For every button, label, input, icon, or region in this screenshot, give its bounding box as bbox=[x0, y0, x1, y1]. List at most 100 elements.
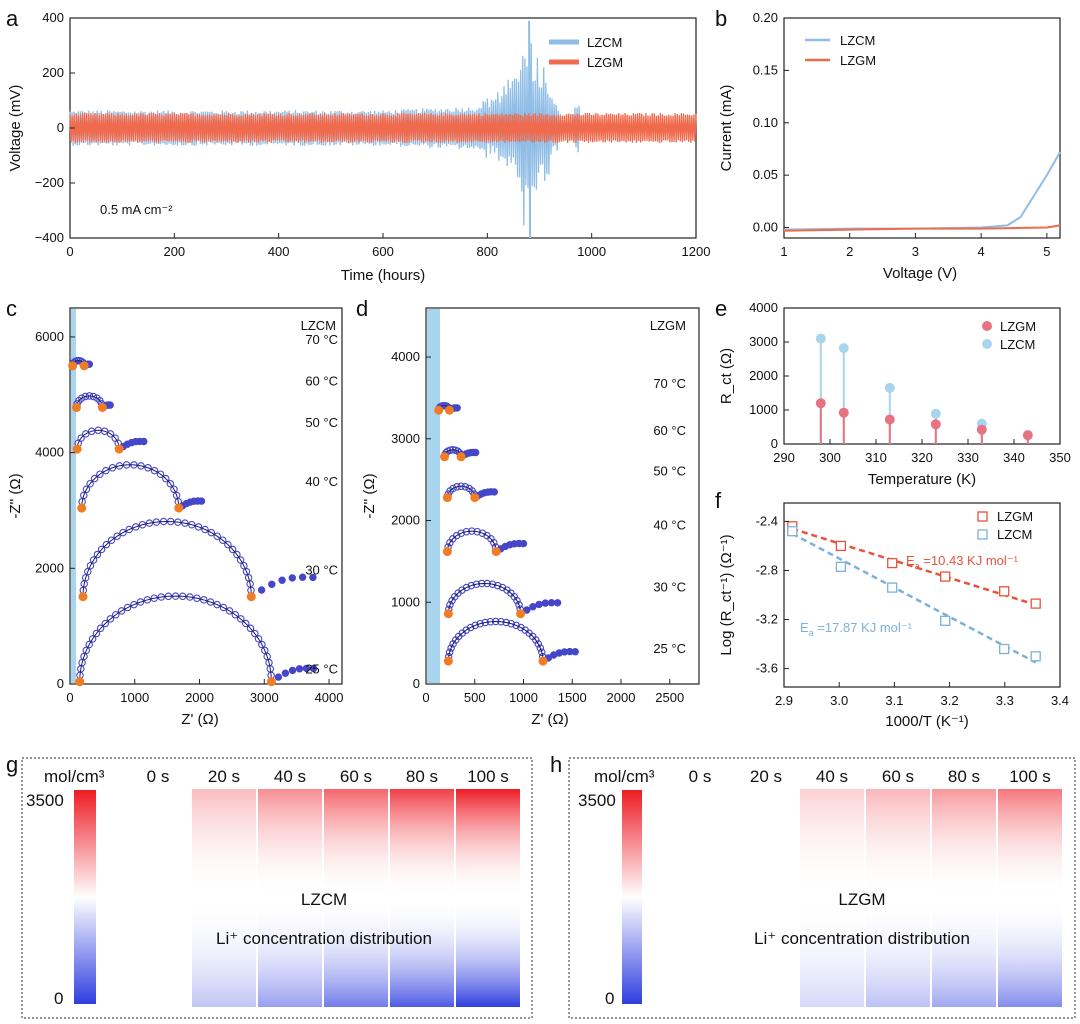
panel-c-data-point bbox=[193, 594, 201, 602]
panel-d-ytick-label: 1000 bbox=[391, 594, 420, 609]
panel-d-end-marker bbox=[516, 609, 526, 619]
panel-b-ylabel: Current (mA) bbox=[718, 85, 735, 172]
panel-label-f: f bbox=[715, 488, 722, 513]
panel-d-data-point bbox=[513, 596, 521, 605]
panel-d-data-point bbox=[462, 583, 471, 592]
panel-d-tail-point bbox=[553, 599, 562, 607]
panel-d-spectrum: 25 °C bbox=[443, 617, 686, 666]
panel-c-fit-line bbox=[76, 429, 120, 450]
panel-h-color-scale bbox=[622, 790, 642, 1004]
panel-c-data-point bbox=[97, 545, 106, 554]
panel-c-spectrum: 40 °C bbox=[77, 461, 338, 513]
panel-c-xtick-label: 2000 bbox=[185, 690, 214, 705]
panel-d-xtick-label: 1500 bbox=[558, 690, 587, 705]
panel-c-data-point bbox=[96, 624, 105, 633]
panel-c-data-point bbox=[246, 624, 255, 633]
panel-c-electrolyte-strip bbox=[71, 309, 76, 683]
panel-c-temperature-label: 25 °C bbox=[305, 662, 338, 677]
panel-c-spectrum: 70 °C bbox=[68, 332, 338, 371]
panel-c-data-point bbox=[228, 545, 237, 554]
panel-c-xtick-label: 3000 bbox=[250, 690, 279, 705]
panel-c-start-marker bbox=[72, 403, 81, 412]
panel-c-spectrum: 30 °C bbox=[78, 517, 338, 602]
panel-d-data-point bbox=[512, 621, 520, 630]
panel-e-point-lzcm bbox=[838, 343, 849, 354]
panel-h-border bbox=[568, 757, 1076, 1019]
panel-c-temperature-label: 40 °C bbox=[305, 474, 338, 489]
panel-f-xtick-label: 3.4 bbox=[1051, 693, 1069, 708]
panel-c-data-point bbox=[96, 470, 104, 478]
panel-c-tail-point bbox=[274, 673, 283, 681]
panel-d-ytick-label: 3000 bbox=[391, 431, 420, 446]
panel-h-time-label: 0 s bbox=[689, 767, 712, 786]
panel-c-plot-area: 70 °C 60 °C 50 °C 40 °C 30 °C 25 °C bbox=[68, 332, 338, 687]
panel-f-legend-lzcm: LZCM bbox=[997, 527, 1032, 542]
panel-d-tail-point bbox=[453, 404, 461, 412]
panel-d-temperature-label: 60 °C bbox=[653, 423, 686, 438]
panel-d-plot-area: 70 °C 60 °C 50 °C 40 °C 30 °C 25 °C bbox=[434, 376, 686, 666]
panel-b-axes: 1 2 3 4 5 0.20 0.15 0.10 0.05 0.00 bbox=[753, 10, 1051, 259]
panel-e-legend-lzcm: LZCM bbox=[1000, 337, 1035, 352]
panel-c-ytick-label: 0 bbox=[57, 676, 64, 691]
panel-e-ytick-label: 2000 bbox=[749, 368, 778, 383]
panel-b-ytick-label: 0.15 bbox=[753, 62, 778, 77]
panel-g-caption: Li⁺ concentration distribution bbox=[216, 929, 432, 948]
panel-e-legend-lzgm: LZGM bbox=[1000, 319, 1036, 334]
panel-c-data-point bbox=[213, 600, 221, 609]
panel-c-data-point bbox=[86, 479, 94, 488]
panel-a-legend-lzgm: LZGM bbox=[587, 55, 623, 70]
panel-g-time-label: 40 s bbox=[274, 767, 306, 786]
panel-label-b: b bbox=[715, 6, 727, 31]
panel-c-data-point bbox=[150, 594, 158, 602]
panel-c-data-point bbox=[219, 603, 228, 612]
panel-f-point-lzcm bbox=[940, 615, 951, 626]
panel-f-fit-lzcm bbox=[791, 532, 1037, 664]
panel-e-legend-marker-lzcm bbox=[982, 339, 992, 349]
panel-d-frame bbox=[425, 307, 700, 685]
panel-a-plot-area bbox=[69, 20, 697, 239]
panel-b-series-lzcm bbox=[783, 151, 1061, 231]
panel-g-time-label: 80 s bbox=[406, 767, 438, 786]
panel-f-ytick-label: -2.4 bbox=[756, 513, 778, 528]
panel-c-spectrum: 50 °C bbox=[72, 415, 338, 454]
panel-e-point-lzgm bbox=[930, 419, 941, 430]
panel-c-spectrum: 60 °C bbox=[72, 374, 338, 412]
panel-c-data-point bbox=[166, 479, 175, 488]
panel-e-axes: 290 300 310 320 330 340 350 4000 3000 2000 1000 0 bbox=[749, 300, 1071, 465]
panel-d-data-point bbox=[532, 636, 540, 644]
panel-e-point-lzgm bbox=[815, 398, 826, 409]
panel-c-xtick-label: 4000 bbox=[315, 690, 344, 705]
panel-g-column bbox=[390, 789, 454, 1007]
panel-d-xlabel: Z' (Ω) bbox=[531, 711, 568, 728]
panel-c-data-point bbox=[261, 646, 269, 655]
panel-c-ytick-label: 2000 bbox=[35, 560, 64, 575]
panel-d-data-point bbox=[476, 619, 484, 628]
panel-c-data-point bbox=[89, 392, 98, 401]
panel-c-ytick-label: 4000 bbox=[35, 445, 64, 460]
panel-c-data-point bbox=[102, 466, 110, 475]
panel-c-axes: 0 1000 2000 3000 4000 6000 4000 2000 0 bbox=[35, 329, 343, 705]
panel-b-xtick-label: 3 bbox=[912, 244, 919, 259]
panel-f-plot-area bbox=[787, 521, 1041, 664]
panel-c-data-point bbox=[106, 615, 115, 623]
panel-c-data-point bbox=[78, 394, 86, 402]
panel-d-tail-point bbox=[535, 600, 543, 609]
panel-a-ytick-label: −200 bbox=[35, 175, 64, 190]
panel-f-legend-marker-lzgm bbox=[977, 511, 988, 522]
panel-d-axes: 0 500 1000 1500 2000 2500 4000 3000 2000 1000 0 bbox=[391, 349, 684, 705]
panel-f-point-lzgm bbox=[887, 557, 898, 569]
panel-d-data-point bbox=[466, 623, 475, 632]
panel-f-xtick-label: 3.3 bbox=[996, 693, 1014, 708]
panel-c-ytick-label: 6000 bbox=[35, 329, 64, 344]
panel-e-ytick-label: 3000 bbox=[749, 334, 778, 349]
panel-d-temperature-label: 40 °C bbox=[653, 518, 686, 533]
panel-b-ytick-label: 0.20 bbox=[753, 10, 778, 25]
panel-f-point-lzcm bbox=[887, 582, 898, 593]
panel-label-e: e bbox=[715, 296, 727, 321]
panel-c-start-marker bbox=[78, 592, 88, 602]
panel-c-data-point bbox=[113, 532, 121, 540]
panel-a-xlabel: Time (hours) bbox=[341, 267, 425, 284]
panel-c-data-point bbox=[136, 598, 145, 606]
panel-h-column bbox=[668, 789, 732, 1007]
panel-b-xlabel: Voltage (V) bbox=[883, 265, 957, 282]
